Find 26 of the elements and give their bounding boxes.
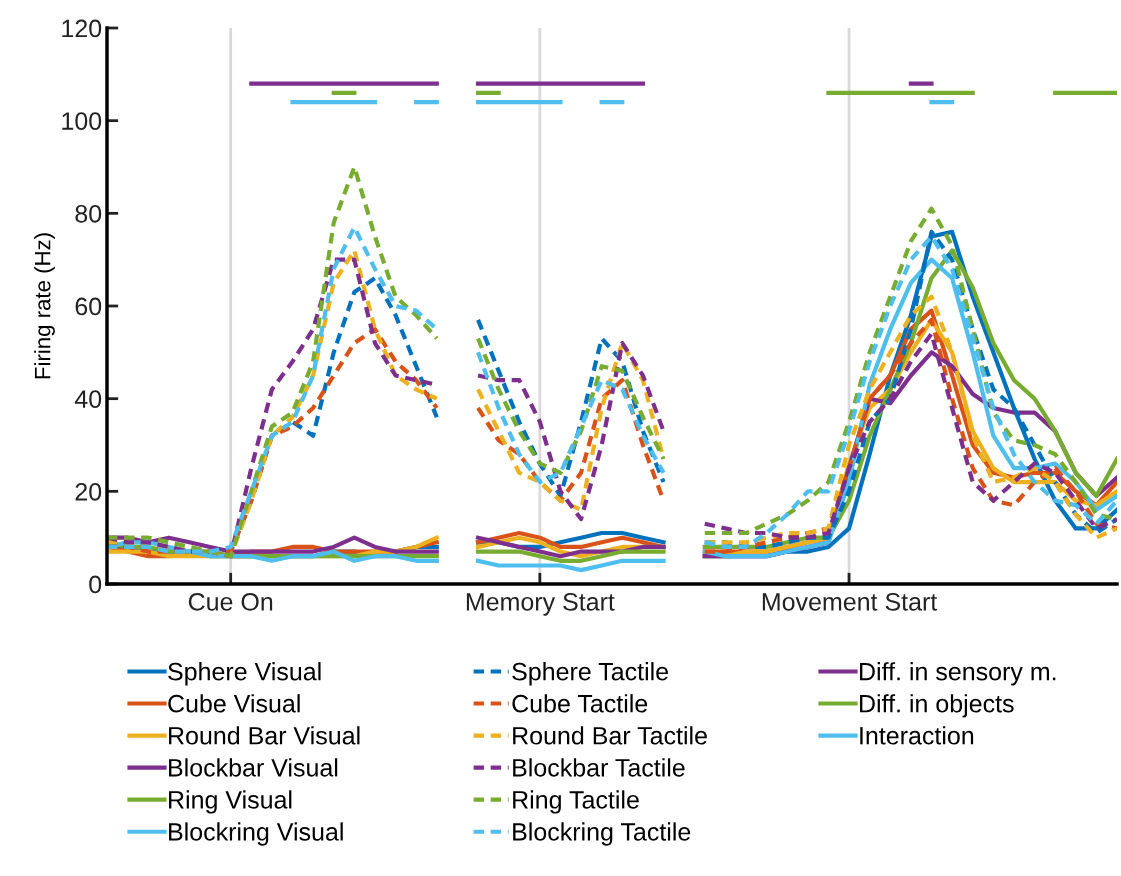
legend-label: Diff. in sensory m.	[860, 662, 1056, 686]
legend-label: Blockring Tactile	[513, 822, 691, 846]
legend-label: Cube Tactile	[512, 694, 648, 713]
legend-label: Ring Visual	[169, 790, 292, 814]
legend-label: Blockring Visual	[169, 822, 343, 846]
x-tick-label: Movement Start	[762, 592, 938, 611]
legend-label: Round Bar Tactile	[513, 726, 707, 745]
legend-label: Blockbar Tactile	[513, 758, 685, 777]
y-tick-label: 20	[75, 482, 102, 501]
y-axis-title: Firing rate (Hz)	[34, 233, 55, 379]
y-tick-label: 0	[89, 575, 102, 594]
y-tick-label: 120	[62, 19, 102, 38]
y-tick-label: 80	[75, 204, 102, 223]
legend-label: Blockbar Visual	[169, 758, 338, 777]
legend-label: Sphere Tactile	[512, 662, 668, 686]
y-tick-label: 40	[74, 390, 102, 408]
legend-label: Sphere Visual	[168, 662, 321, 686]
y-tick-label: 100	[62, 112, 102, 130]
legend-label: Ring Tactile	[513, 790, 639, 814]
legend-label: Interaction	[860, 726, 974, 745]
y-tick-label: 60	[75, 297, 102, 316]
legend-label: Round Bar Visual	[169, 726, 360, 745]
legend-label: Cube Visual	[168, 694, 300, 713]
x-tick-label: Memory Start	[466, 592, 615, 616]
legend-label: Diff. in objects	[860, 694, 1014, 718]
x-tick-label: Cue On	[188, 592, 273, 611]
